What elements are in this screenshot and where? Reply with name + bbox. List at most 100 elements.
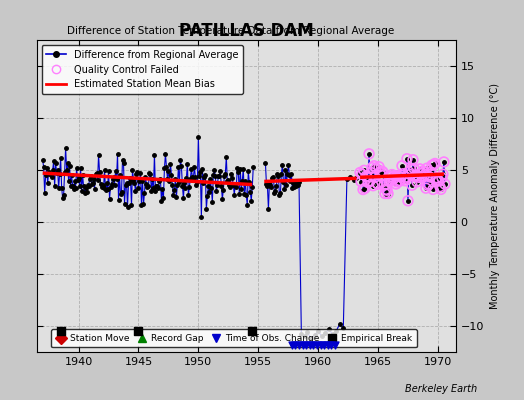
Point bbox=[125, 175, 134, 181]
Point bbox=[430, 162, 438, 168]
Point bbox=[439, 171, 447, 178]
Point bbox=[381, 190, 389, 197]
Point bbox=[183, 161, 192, 167]
Point bbox=[152, 183, 161, 189]
Point bbox=[101, 166, 109, 173]
Point bbox=[292, 183, 301, 190]
Point bbox=[291, 342, 300, 348]
Point bbox=[198, 165, 206, 172]
Point bbox=[430, 162, 438, 168]
Point bbox=[385, 178, 393, 184]
Point bbox=[285, 172, 293, 178]
Point bbox=[273, 171, 281, 178]
Point bbox=[118, 156, 127, 163]
Point bbox=[417, 170, 425, 177]
Point bbox=[83, 182, 92, 188]
Point bbox=[436, 184, 444, 190]
Point bbox=[390, 175, 398, 182]
Point bbox=[84, 183, 93, 190]
Point bbox=[352, 175, 361, 182]
Point bbox=[173, 182, 182, 188]
Point bbox=[360, 167, 368, 174]
Point bbox=[314, 328, 322, 334]
Point bbox=[323, 342, 332, 348]
Point bbox=[272, 183, 281, 190]
Point bbox=[434, 178, 442, 184]
Point bbox=[179, 195, 188, 201]
Point bbox=[71, 185, 80, 191]
Point bbox=[145, 170, 154, 176]
Point bbox=[371, 174, 379, 180]
Point bbox=[167, 172, 176, 178]
Point bbox=[295, 342, 303, 348]
Point bbox=[393, 179, 401, 185]
Point bbox=[424, 182, 432, 188]
Point bbox=[361, 185, 369, 192]
Point bbox=[240, 191, 248, 198]
Point bbox=[404, 198, 412, 204]
Point bbox=[307, 335, 315, 342]
Point bbox=[321, 330, 330, 336]
Point bbox=[396, 178, 404, 184]
Point bbox=[413, 179, 421, 185]
Point bbox=[199, 180, 208, 186]
Point bbox=[376, 169, 384, 176]
Point bbox=[417, 170, 425, 177]
Point bbox=[297, 331, 305, 338]
Point bbox=[201, 172, 210, 178]
Text: Difference of Station Temperature Data from Regional Average: Difference of Station Temperature Data f… bbox=[67, 26, 394, 36]
Point bbox=[62, 166, 71, 173]
Point bbox=[101, 187, 110, 194]
Point bbox=[431, 160, 439, 167]
Point bbox=[288, 185, 297, 191]
Point bbox=[286, 178, 294, 184]
Point bbox=[82, 188, 91, 195]
Point bbox=[168, 182, 177, 188]
Point bbox=[295, 179, 303, 186]
Point bbox=[49, 158, 58, 165]
Point bbox=[412, 172, 420, 178]
Point bbox=[189, 174, 198, 181]
Point bbox=[357, 178, 365, 185]
Point bbox=[102, 180, 111, 187]
Point bbox=[187, 166, 195, 173]
Point bbox=[381, 190, 389, 197]
Point bbox=[117, 188, 126, 195]
Point bbox=[371, 174, 379, 180]
Point bbox=[141, 174, 150, 180]
Point bbox=[128, 167, 137, 173]
Point bbox=[161, 151, 170, 158]
Point bbox=[114, 196, 123, 203]
Point bbox=[410, 165, 418, 172]
Point bbox=[425, 174, 434, 180]
Point bbox=[58, 184, 66, 191]
Point bbox=[47, 172, 55, 178]
Point bbox=[264, 206, 272, 212]
Point bbox=[231, 181, 239, 187]
Point bbox=[202, 206, 211, 212]
Point bbox=[262, 181, 270, 188]
Point bbox=[440, 159, 448, 165]
Point bbox=[119, 159, 128, 166]
Point bbox=[138, 178, 147, 184]
Point bbox=[387, 173, 395, 180]
Point bbox=[405, 169, 413, 175]
Point bbox=[370, 162, 378, 169]
Title: PATILLAS DAM: PATILLAS DAM bbox=[179, 22, 314, 40]
Point bbox=[270, 189, 279, 196]
Point bbox=[175, 179, 183, 185]
Point bbox=[122, 180, 130, 186]
Point bbox=[358, 171, 366, 178]
Point bbox=[215, 172, 224, 179]
Point bbox=[407, 166, 415, 173]
Point bbox=[386, 177, 394, 184]
Point bbox=[150, 152, 159, 158]
Point bbox=[368, 164, 376, 171]
Point bbox=[64, 178, 73, 184]
Point bbox=[403, 156, 411, 162]
Point bbox=[156, 176, 165, 182]
Point bbox=[228, 175, 236, 182]
Point bbox=[405, 169, 413, 175]
Point bbox=[90, 176, 98, 182]
Point bbox=[111, 168, 119, 174]
